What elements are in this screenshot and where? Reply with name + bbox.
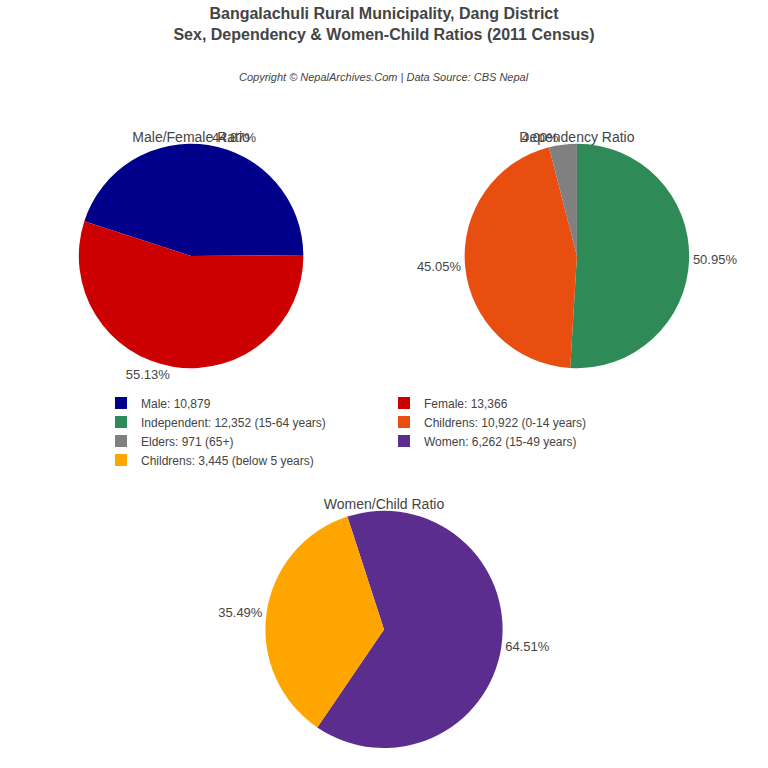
svg-text:Male/Female Ratio: Male/Female Ratio — [132, 129, 250, 145]
svg-text:35.49%: 35.49% — [218, 605, 263, 620]
svg-text:45.05%: 45.05% — [417, 259, 462, 274]
svg-text:Male: 10,879: Male: 10,879 — [141, 397, 211, 411]
svg-text:4.00%: 4.00% — [522, 130, 559, 145]
svg-text:Dependency Ratio: Dependency Ratio — [519, 129, 634, 145]
svg-text:Women: 6,262 (15-49 years): Women: 6,262 (15-49 years) — [424, 435, 577, 449]
svg-text:Childrens: 10,922 (0-14 years): Childrens: 10,922 (0-14 years) — [424, 416, 586, 430]
svg-text:Bangalachuli Rural Municipalit: Bangalachuli Rural Municipality, Dang Di… — [173, 5, 594, 43]
svg-text:50.95%: 50.95% — [693, 252, 738, 267]
svg-text:44.87%: 44.87% — [212, 130, 257, 145]
svg-text:Elders: 971 (65+): Elders: 971 (65+) — [141, 435, 233, 449]
svg-text:55.13%: 55.13% — [126, 367, 171, 382]
svg-text:Copyright © NepalArchives.Com: Copyright © NepalArchives.Com | Data Sou… — [239, 71, 529, 83]
svg-text:Female: 13,366: Female: 13,366 — [424, 397, 508, 411]
svg-text:Independent: 12,352 (15-64 yea: Independent: 12,352 (15-64 years) — [141, 416, 326, 430]
svg-text:Women/Child Ratio: Women/Child Ratio — [324, 496, 445, 512]
svg-text:Childrens: 3,445 (below 5 year: Childrens: 3,445 (below 5 years) — [141, 454, 314, 468]
svg-text:64.51%: 64.51% — [505, 639, 550, 654]
